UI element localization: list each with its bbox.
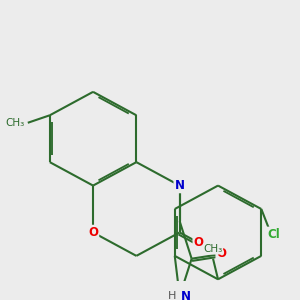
Text: Cl: Cl <box>267 228 280 241</box>
Text: O: O <box>194 236 204 249</box>
Text: N: N <box>181 290 190 300</box>
Text: CH₃: CH₃ <box>203 244 223 254</box>
Text: O: O <box>217 248 226 260</box>
Text: CH₃: CH₃ <box>5 118 25 128</box>
Text: H: H <box>167 291 176 300</box>
Text: O: O <box>88 226 98 239</box>
Text: N: N <box>175 179 184 192</box>
